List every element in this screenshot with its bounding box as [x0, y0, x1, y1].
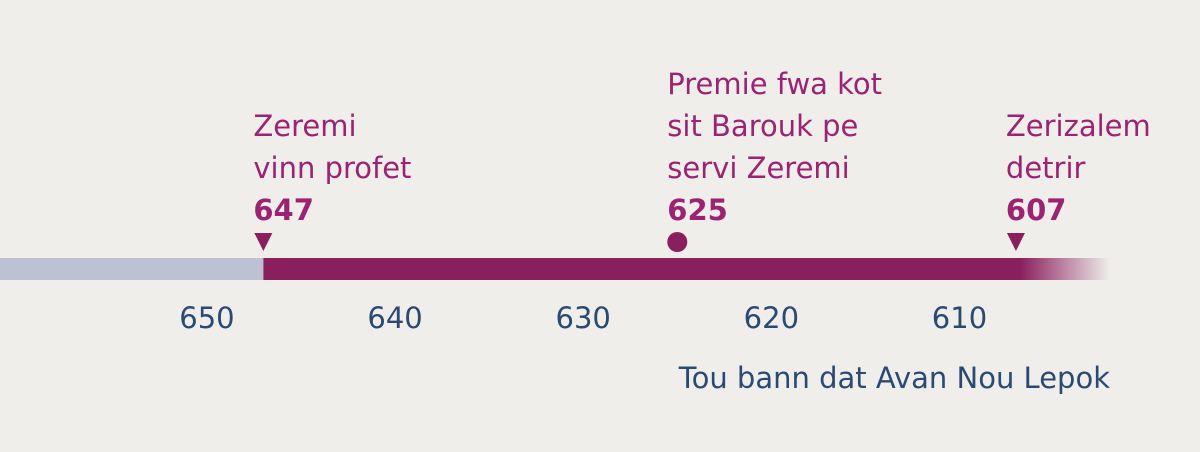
event-label: Zeremi [253, 109, 356, 143]
event-marker [1006, 233, 1025, 251]
event-label: Zerizalem [1006, 109, 1151, 143]
x-axis-label: Tou bann dat Avan Nou Lepok [678, 361, 1110, 395]
event-marker [254, 233, 273, 251]
x-tick-label: 630 [556, 301, 611, 335]
x-tick-label: 620 [744, 301, 799, 335]
x-tick-label: 650 [179, 301, 234, 335]
timeline-fade [1020, 258, 1110, 280]
event-label: Premie fwa kot [667, 67, 882, 101]
event-label: detrir [1006, 151, 1086, 185]
event-year: 607 [1006, 193, 1067, 227]
x-tick-label: 640 [367, 301, 422, 335]
x-tick-label: 610 [932, 301, 987, 335]
event-label: sit Barouk pe [667, 109, 858, 143]
event-marker [667, 232, 688, 252]
timeline-base [0, 258, 264, 280]
event-label: servi Zeremi [667, 151, 849, 185]
event-label: vinn profet [253, 151, 411, 185]
event-year: 647 [253, 193, 314, 227]
event-year: 625 [667, 193, 728, 227]
timeline-span [263, 258, 1020, 280]
